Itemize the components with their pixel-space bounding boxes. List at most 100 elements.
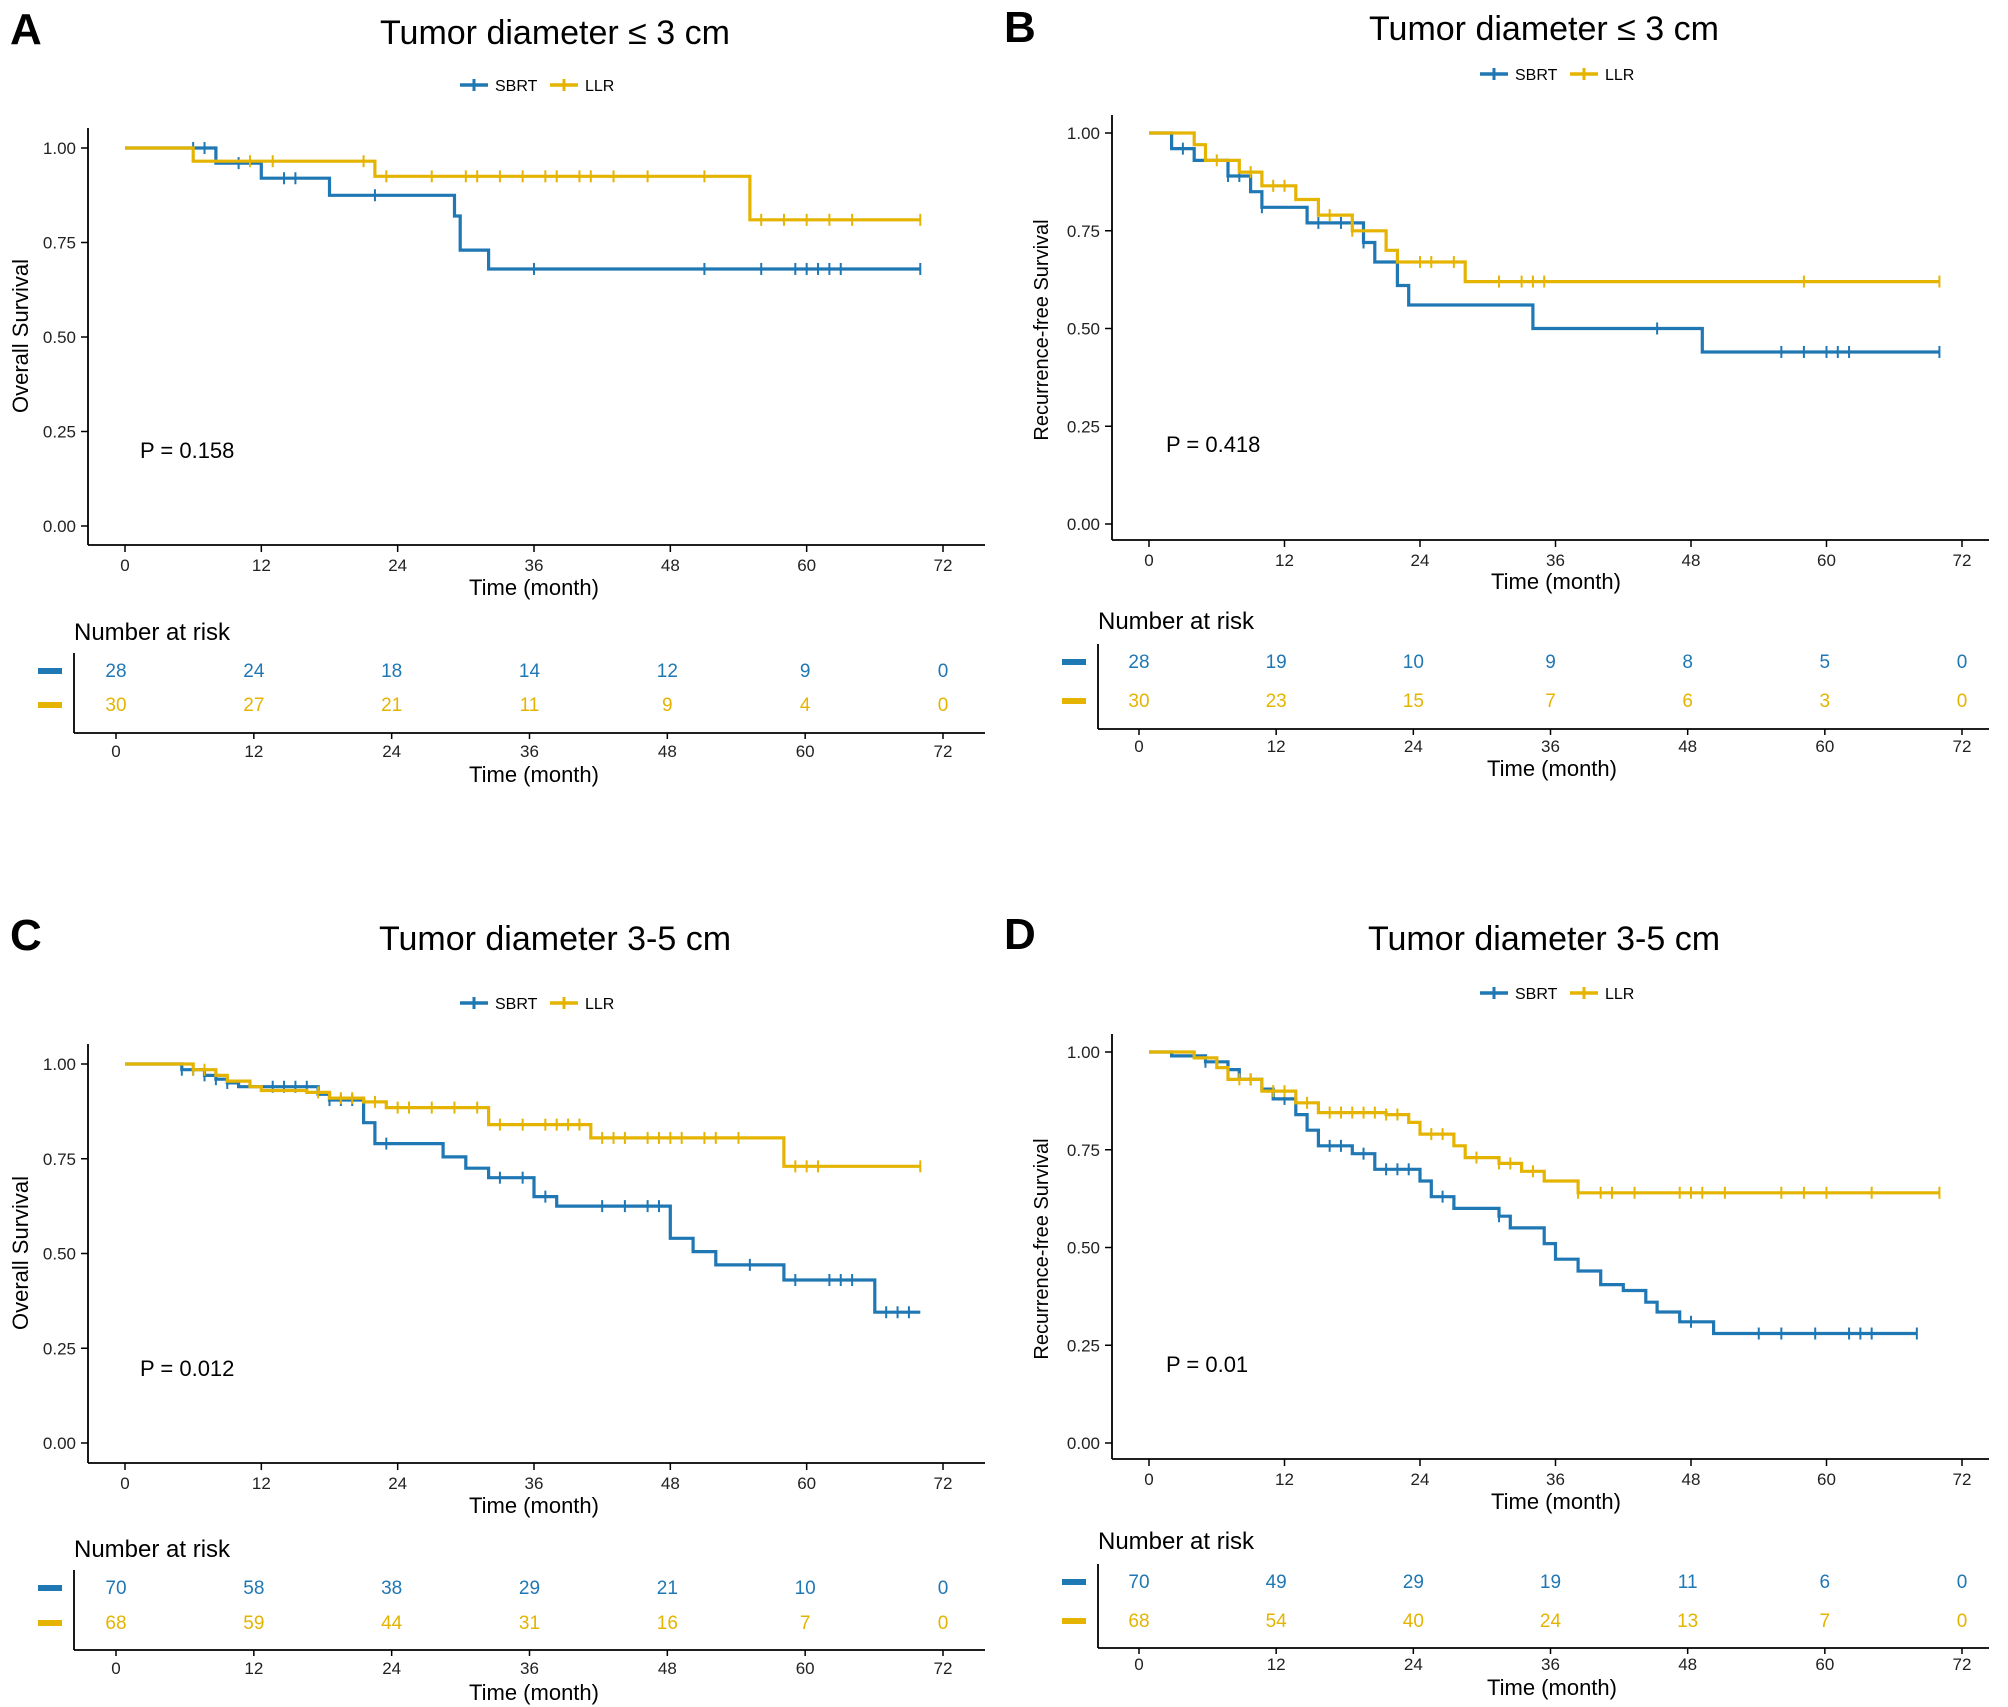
risk-value-sbrt: 70	[1128, 1572, 1149, 1593]
km-curve-sbrt	[1149, 131, 1940, 354]
risk-value-llr: 21	[381, 695, 402, 716]
x-tick-label: 0	[1144, 551, 1153, 570]
panel-c: C Tumor diameter 3-5 cm SBRT LLR Overall…	[0, 853, 1004, 1706]
y-axis-label: Recurrence-free Survival	[1031, 219, 1053, 440]
risk-value-sbrt: 70	[105, 1578, 126, 1599]
x-tick-label: 60	[797, 1474, 816, 1493]
y-tick-label: 0.75	[43, 234, 76, 253]
y-tick-label: 1.00	[1067, 124, 1100, 143]
risk-value-llr: 7	[1545, 691, 1556, 712]
risk-table-x-tick-label: 24	[1404, 737, 1423, 756]
p-value-label: P = 0.01	[1166, 1352, 1248, 1377]
chart-title: Tumor diameter ≤ 3 cm	[380, 14, 730, 52]
risk-value-sbrt: 14	[519, 661, 541, 682]
x-axis-label: Time (month)	[469, 1493, 599, 1518]
panel-b: B Tumor diameter ≤ 3 cm SBRT LLR Recurre…	[1004, 0, 2008, 853]
chart-title: Tumor diameter 3-5 cm	[379, 920, 731, 958]
risk-value-sbrt: 0	[1957, 1572, 1968, 1593]
risk-table-x-tick-label: 36	[1541, 1655, 1560, 1674]
panel-letter: D	[1004, 910, 1036, 959]
risk-table-x-tick-label: 48	[1678, 737, 1697, 756]
y-tick-label: 0.00	[43, 517, 76, 536]
y-tick-label: 0.00	[1067, 1434, 1100, 1453]
risk-value-llr: 44	[381, 1613, 403, 1634]
panel-a: A Tumor diameter ≤ 3 cm SBRT LLR Overall…	[0, 0, 1004, 853]
risk-value-sbrt: 10	[1403, 652, 1424, 673]
x-tick-label: 12	[1275, 551, 1294, 570]
risk-value-llr: 11	[520, 695, 540, 716]
risk-value-sbrt: 58	[243, 1578, 264, 1599]
x-tick-label: 0	[120, 1474, 129, 1493]
risk-value-llr: 0	[938, 1613, 949, 1634]
risk-table-x-tick-label: 0	[111, 742, 120, 761]
x-tick-label: 36	[1546, 1470, 1565, 1489]
risk-table-x-tick-label: 48	[1678, 1655, 1697, 1674]
risk-value-llr: 16	[657, 1613, 678, 1634]
risk-table-x-tick-label: 0	[1134, 737, 1143, 756]
y-axis-label: Recurrence-free Survival	[1031, 1138, 1053, 1359]
risk-value-llr: 30	[105, 695, 126, 716]
risk-value-sbrt: 8	[1682, 652, 1693, 673]
risk-value-sbrt: 10	[795, 1578, 816, 1599]
risk-table-x-tick-label: 0	[111, 1659, 120, 1678]
risk-table-x-tick-label: 60	[796, 1659, 815, 1678]
y-tick-label: 1.00	[43, 139, 76, 158]
panel-letter: A	[10, 5, 42, 54]
km-curve-sbrt	[125, 146, 921, 271]
risk-value-llr: 68	[1128, 1611, 1149, 1632]
y-tick-label: 0.50	[1067, 1239, 1100, 1258]
risk-value-sbrt: 49	[1266, 1572, 1287, 1593]
risk-value-llr: 31	[519, 1613, 540, 1634]
risk-value-llr: 7	[800, 1613, 811, 1634]
p-value-label: P = 0.418	[1166, 432, 1260, 457]
x-tick-label: 36	[1546, 551, 1565, 570]
risk-table-x-tick-label: 72	[934, 742, 953, 761]
legend: SBRT LLR	[1480, 67, 1634, 84]
panel-letter: B	[1004, 3, 1036, 52]
risk-table-x-tick-label: 12	[1267, 737, 1286, 756]
risk-value-sbrt: 28	[1128, 652, 1149, 673]
risk-value-llr: 30	[1128, 691, 1149, 712]
risk-table-x-tick-label: 72	[934, 1659, 953, 1678]
risk-table-x-tick-label: 24	[1404, 1655, 1423, 1674]
y-tick-label: 0.25	[43, 1339, 76, 1358]
risk-value-llr: 23	[1266, 691, 1287, 712]
risk-table-title: Number at risk	[74, 1536, 231, 1563]
legend-sbrt-label: SBRT	[1515, 67, 1558, 84]
risk-table-x-axis-label: Time (month)	[469, 762, 599, 787]
risk-table-x-tick-label: 36	[520, 742, 539, 761]
x-axis-label: Time (month)	[1491, 569, 1621, 594]
x-tick-label: 60	[1817, 1470, 1836, 1489]
y-tick-label: 0.75	[43, 1150, 76, 1169]
risk-table-title: Number at risk	[74, 619, 231, 646]
risk-value-sbrt: 9	[1545, 652, 1556, 673]
y-tick-label: 0.25	[1067, 1336, 1100, 1355]
risk-value-llr: 27	[243, 695, 264, 716]
risk-table-x-axis-label: Time (month)	[469, 1680, 599, 1705]
risk-value-sbrt: 0	[938, 661, 949, 682]
risk-table-x-tick-label: 60	[796, 742, 815, 761]
legend: SBRT LLR	[460, 78, 614, 95]
risk-value-sbrt: 9	[800, 661, 811, 682]
x-tick-label: 24	[1411, 1470, 1430, 1489]
legend-sbrt-label: SBRT	[1515, 986, 1558, 1003]
x-tick-label: 60	[797, 556, 816, 575]
x-tick-label: 48	[661, 1474, 680, 1493]
risk-value-sbrt: 38	[381, 1578, 402, 1599]
x-tick-label: 12	[252, 1474, 271, 1493]
risk-table-x-tick-label: 12	[244, 1659, 263, 1678]
legend-llr-label: LLR	[1605, 986, 1634, 1003]
x-tick-label: 72	[934, 1474, 953, 1493]
risk-value-sbrt: 29	[519, 1578, 540, 1599]
risk-value-sbrt: 19	[1266, 652, 1287, 673]
x-tick-label: 36	[525, 1474, 544, 1493]
risk-value-llr: 13	[1677, 1611, 1698, 1632]
panel-letter: C	[10, 911, 42, 960]
p-value-label: P = 0.012	[140, 1356, 234, 1381]
y-tick-label: 0.25	[1067, 417, 1100, 436]
x-tick-label: 60	[1817, 551, 1836, 570]
km-curve-llr	[125, 146, 921, 222]
risk-value-sbrt: 0	[938, 1578, 949, 1599]
x-tick-label: 72	[934, 556, 953, 575]
x-axis-label: Time (month)	[469, 575, 599, 600]
